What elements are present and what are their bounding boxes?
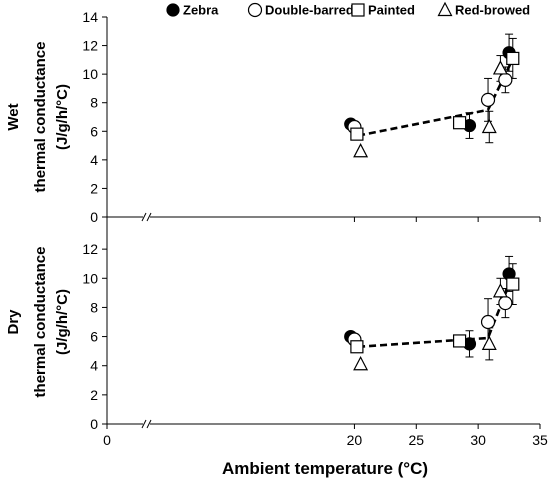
legend-marker-double-barred: [247, 2, 263, 18]
wet-y-tick-label: 6: [90, 123, 98, 139]
dry-y-axis-title-line: thermal conductance: [32, 247, 49, 398]
dry-y-axis-title-line: (J/g/h/°C): [54, 289, 71, 355]
x-axis-title: Ambient temperature (°C): [222, 459, 428, 478]
wet-point-red-browed: [353, 142, 369, 158]
wet-y-tick-label: 12: [82, 38, 98, 54]
legend-marker-zebra: [166, 3, 180, 17]
dry-point-double-barred: [480, 314, 496, 330]
legend: Zebra Double-barred Painted Red-browed: [166, 1, 530, 18]
wet-point-double-barred: [498, 72, 513, 87]
wet-point-painted: [452, 116, 467, 130]
dry-y-tick-label: 8: [90, 299, 98, 315]
wet-y-axis-title-line: Wet: [5, 103, 22, 130]
wet-axis-break-mark: [141, 212, 147, 222]
x-tick-label: 20: [347, 432, 363, 448]
dry-y-tick-label: 10: [82, 270, 98, 286]
dry-y-tick-label: 0: [90, 416, 98, 432]
dry-point-painted: [506, 277, 520, 291]
dry-trend-line: [358, 280, 512, 349]
wet-y-tick-label: 4: [90, 152, 98, 168]
wet-axis-break-gap: [143, 213, 150, 221]
wet-point-double-barred: [480, 92, 496, 107]
wet-y-tick-label: 2: [90, 180, 98, 196]
x-tick-label: 0: [103, 432, 111, 448]
dry-y-tick-label: 2: [90, 387, 98, 403]
x-tick-label: 35: [532, 432, 548, 448]
dry-y-tick-label: 12: [82, 241, 98, 257]
dry-point-red-browed: [353, 355, 369, 371]
dry-point-red-browed: [492, 283, 508, 298]
wet-y-axis-title-line: thermal conductance: [32, 42, 49, 193]
wet-point-red-browed: [492, 60, 508, 75]
legend-label-red-browed: Red-browed: [455, 3, 530, 18]
legend-marker-red-browed: [437, 1, 453, 17]
legend-label-painted: Painted: [368, 3, 415, 18]
wet-y-tick-label: 8: [90, 95, 98, 111]
dry-point-painted: [452, 334, 467, 348]
wet-y-axis-title-line: (J/g/h/°C): [54, 84, 71, 150]
dry-axis-break-gap: [143, 420, 150, 428]
dry-point-red-browed: [481, 335, 497, 350]
wet-point-red-browed: [481, 118, 497, 134]
x-tick-label: 25: [408, 432, 424, 448]
legend-label-zebra: Zebra: [183, 3, 219, 18]
dry-axis-break-mark: [146, 419, 152, 429]
wet-axis-break-mark: [146, 212, 152, 222]
wet-point-painted: [350, 127, 364, 141]
wet-y-tick-label: 10: [82, 66, 98, 82]
dry-axis-break-mark: [141, 419, 147, 429]
dry-y-axis-title-line: Dry: [5, 309, 22, 335]
wet-y-tick-label: 14: [82, 9, 98, 25]
wet-y-tick-label: 0: [90, 209, 98, 225]
x-tick-label: 30: [470, 432, 486, 448]
dry-point-double-barred: [498, 295, 513, 311]
dry-y-tick-label: 4: [90, 358, 98, 374]
dry-y-tick-label: 6: [90, 329, 98, 345]
legend-label-double-barred: Double-barred: [265, 3, 354, 18]
chart-panels: 0 2 4 6 8 10 12 14 Wet thermal conductance (J/g/h/…: [5, 9, 548, 448]
legend-marker-painted: [351, 3, 365, 17]
wet-point-painted: [506, 51, 520, 66]
dry-point-painted: [350, 340, 364, 354]
